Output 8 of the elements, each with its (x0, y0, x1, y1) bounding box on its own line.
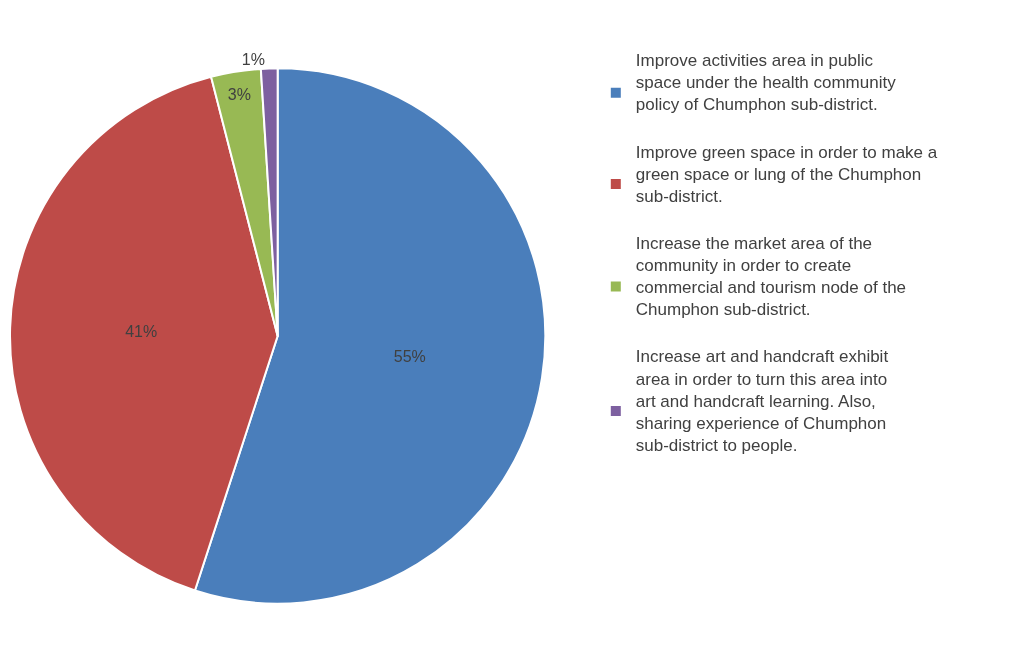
data-label: 1% (241, 51, 265, 69)
legend-label: Improve activities area in public space under the health community policy of Chumphon sub-district. (635, 51, 897, 115)
data-label: 55% (393, 348, 426, 366)
legend-label: Increase the market area of the community in order to create commercial and tourism node of the Chumphon sub-district. (635, 233, 907, 320)
legend-label: Improve green space in order to make a green space or lung of the Chumphon sub-district. (635, 142, 938, 206)
legend-label: Increase art and handcraft exhibit area in order to turn this area into art and handcraft learning. Also, sharing experience of Chumphon sub-district to people. (635, 347, 889, 455)
data-label: 41% (125, 323, 158, 341)
data-label: 3% (227, 85, 251, 103)
